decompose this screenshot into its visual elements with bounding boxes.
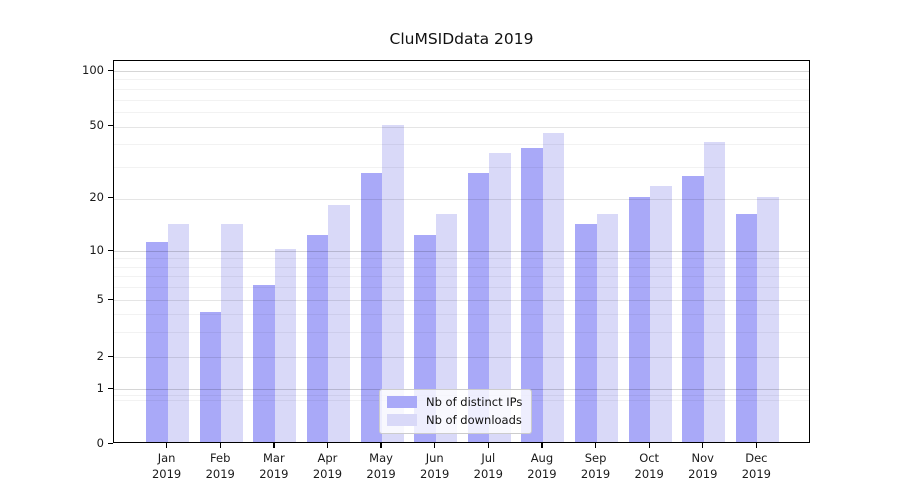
bar-downloads-feb	[221, 223, 243, 442]
bar-downloads-apr	[328, 204, 350, 442]
bar-ips-feb	[199, 311, 222, 442]
gridline-y-minor-30	[114, 166, 809, 168]
gridline-y-50	[114, 126, 809, 128]
legend-label-distinct-ips: Nb of distinct IPs	[426, 395, 523, 409]
bar-downloads-jan	[167, 223, 190, 442]
gridline-y-100	[114, 71, 809, 73]
y-tick-mark-20	[108, 197, 113, 199]
bar-ips-apr	[307, 235, 329, 442]
gridline-y-2	[114, 357, 809, 358]
bar-downloads-oct	[650, 185, 672, 442]
x-tick-label-aug: Aug 2019	[527, 451, 557, 481]
x-tick-label-may: May 2019	[366, 451, 396, 481]
x-tick-mark-may	[380, 443, 382, 448]
bar-ips-jan	[146, 241, 168, 442]
x-tick-mark-nov	[702, 443, 704, 448]
x-tick-mark-mar	[273, 443, 275, 448]
x-tick-mark-apr	[326, 443, 329, 448]
bar-downloads-sep	[596, 213, 618, 442]
gridline-y-minor-6	[114, 287, 809, 289]
gridline-y-minor-9	[114, 258, 809, 260]
y-tick-mark-2	[108, 355, 113, 357]
x-tick-mark-feb	[219, 443, 221, 448]
y-tick-label-1: 1	[96, 380, 104, 395]
y-tick-label-10: 10	[89, 242, 104, 257]
x-tick-mark-sep	[594, 443, 597, 448]
x-tick-mark-dec	[755, 443, 758, 448]
x-tick-label-jan: Jan 2019	[151, 451, 182, 481]
y-tick-mark-50	[108, 125, 113, 127]
y-tick-mark-10	[108, 249, 113, 251]
gridline-y-minor-8	[114, 266, 809, 268]
x-tick-label-feb: Feb 2019	[205, 451, 235, 481]
plot-area: Nb of distinct IPs Nb of downloads	[113, 60, 810, 443]
bar-downloads-aug	[542, 132, 565, 442]
x-tick-mark-jun	[434, 443, 436, 448]
gridline-y-minor-80	[114, 88, 809, 90]
gridline-y-minor-90	[114, 79, 809, 81]
x-tick-label-sep: Sep 2019	[580, 451, 611, 481]
x-tick-label-jul: Jul 2019	[473, 451, 503, 481]
bar-downloads-may	[382, 124, 404, 442]
bar-ips-may	[360, 173, 383, 442]
x-tick-label-mar: Mar 2019	[259, 451, 289, 481]
legend: Nb of distinct IPs Nb of downloads	[379, 389, 533, 434]
x-tick-label-dec: Dec 2019	[741, 451, 772, 481]
x-tick-label-jun: Jun 2019	[420, 451, 450, 481]
bar-ips-dec	[735, 213, 758, 442]
gridline-y-20	[114, 198, 809, 200]
bar-ips-sep	[575, 223, 597, 442]
y-tick-mark-1	[108, 387, 113, 389]
bar-downloads-jun	[435, 213, 458, 442]
gridline-y-minor-70	[114, 99, 809, 101]
x-tick-mark-jan	[166, 443, 168, 448]
y-tick-label-20: 20	[89, 190, 104, 205]
gridline-y-minor-7	[114, 276, 809, 278]
y-tick-label-5: 5	[96, 291, 104, 306]
legend-swatch-downloads	[387, 414, 417, 426]
x-tick-label-nov: Nov 2019	[688, 451, 718, 481]
x-tick-mark-oct	[648, 443, 650, 448]
gridline-y-minor-4	[114, 313, 809, 315]
legend-item-distinct-ips: Nb of distinct IPs	[387, 395, 522, 409]
gridline-y-minor-60	[114, 112, 809, 114]
legend-swatch-distinct-ips	[387, 396, 417, 408]
bar-ips-oct	[628, 196, 651, 442]
y-tick-label-50: 50	[89, 118, 104, 133]
y-tick-mark-100	[108, 69, 113, 71]
bar-ips-jul	[467, 173, 490, 442]
y-tick-mark-5	[108, 298, 113, 300]
x-tick-mark-jul	[487, 443, 489, 448]
legend-label-downloads: Nb of downloads	[426, 413, 522, 427]
gridline-y-minor-40	[114, 144, 809, 146]
chart-title: CluMSIDdata 2019	[389, 30, 534, 48]
bar-ips-mar	[253, 285, 275, 442]
y-tick-label-100: 100	[82, 62, 104, 77]
bar-ips-nov	[682, 176, 704, 442]
x-tick-label-oct: Oct 2019	[634, 451, 664, 481]
bar-ips-aug	[521, 148, 543, 442]
gridline-y-5	[114, 300, 809, 301]
x-tick-label-apr: Apr 2019	[312, 451, 343, 481]
y-tick-label-0: 0	[96, 435, 104, 450]
bar-downloads-nov	[703, 142, 726, 442]
gridline-y-minor-3	[114, 331, 809, 333]
y-tick-label-2: 2	[96, 348, 104, 363]
gridline-y-10	[114, 251, 809, 253]
legend-item-downloads: Nb of downloads	[387, 413, 522, 427]
x-tick-mark-aug	[541, 443, 543, 448]
bar-downloads-jul	[489, 152, 511, 442]
bar-downloads-dec	[757, 196, 779, 442]
bar-downloads-mar	[274, 249, 297, 442]
y-tick-mark-0	[108, 442, 113, 444]
